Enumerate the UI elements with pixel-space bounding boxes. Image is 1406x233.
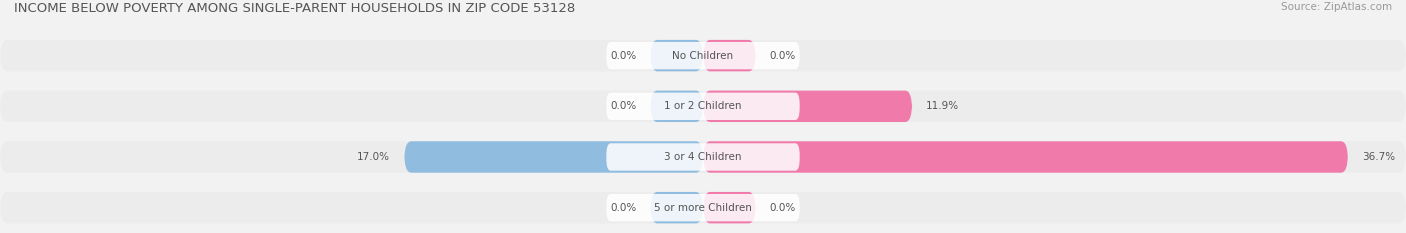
FancyBboxPatch shape xyxy=(650,91,703,122)
FancyBboxPatch shape xyxy=(606,143,800,171)
Text: 0.0%: 0.0% xyxy=(610,51,637,61)
FancyBboxPatch shape xyxy=(703,192,756,223)
FancyBboxPatch shape xyxy=(0,91,1406,122)
Text: 17.0%: 17.0% xyxy=(357,152,391,162)
Text: 11.9%: 11.9% xyxy=(927,101,959,111)
FancyBboxPatch shape xyxy=(0,40,1406,71)
Text: 5 or more Children: 5 or more Children xyxy=(654,203,752,213)
FancyBboxPatch shape xyxy=(0,192,1406,223)
FancyBboxPatch shape xyxy=(0,141,1406,173)
Text: No Children: No Children xyxy=(672,51,734,61)
FancyBboxPatch shape xyxy=(606,93,800,120)
Text: 0.0%: 0.0% xyxy=(770,203,796,213)
FancyBboxPatch shape xyxy=(606,194,800,221)
FancyBboxPatch shape xyxy=(650,40,703,71)
Text: 0.0%: 0.0% xyxy=(610,203,637,213)
FancyBboxPatch shape xyxy=(606,42,800,69)
Text: 0.0%: 0.0% xyxy=(610,101,637,111)
FancyBboxPatch shape xyxy=(650,192,703,223)
Text: 1 or 2 Children: 1 or 2 Children xyxy=(664,101,742,111)
Text: 36.7%: 36.7% xyxy=(1362,152,1395,162)
FancyBboxPatch shape xyxy=(703,141,1348,173)
FancyBboxPatch shape xyxy=(405,141,703,173)
FancyBboxPatch shape xyxy=(703,40,756,71)
Text: 3 or 4 Children: 3 or 4 Children xyxy=(664,152,742,162)
Text: INCOME BELOW POVERTY AMONG SINGLE-PARENT HOUSEHOLDS IN ZIP CODE 53128: INCOME BELOW POVERTY AMONG SINGLE-PARENT… xyxy=(14,2,575,15)
Text: 0.0%: 0.0% xyxy=(770,51,796,61)
Text: Source: ZipAtlas.com: Source: ZipAtlas.com xyxy=(1281,2,1392,12)
FancyBboxPatch shape xyxy=(703,91,912,122)
